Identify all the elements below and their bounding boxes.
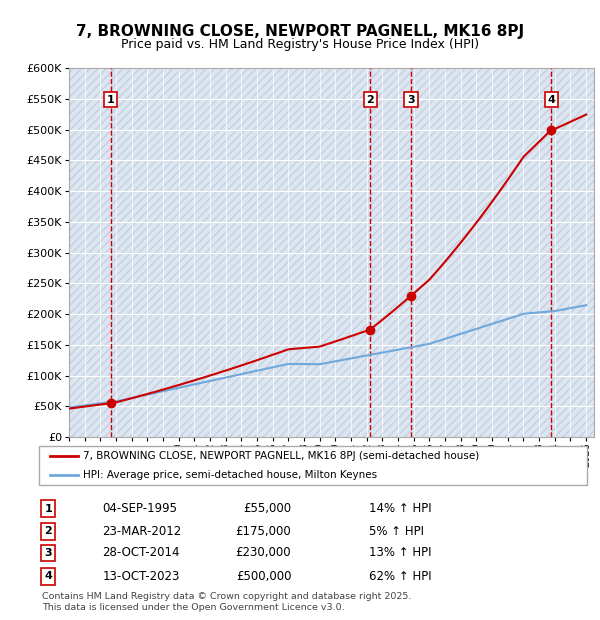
Text: 62% ↑ HPI: 62% ↑ HPI: [369, 570, 431, 583]
Text: 3: 3: [407, 95, 415, 105]
Text: 2: 2: [367, 95, 374, 105]
Text: 5% ↑ HPI: 5% ↑ HPI: [369, 525, 424, 538]
Text: 1: 1: [107, 95, 115, 105]
Text: £230,000: £230,000: [236, 546, 292, 559]
Text: 7, BROWNING CLOSE, NEWPORT PAGNELL, MK16 8PJ (semi-detached house): 7, BROWNING CLOSE, NEWPORT PAGNELL, MK16…: [83, 451, 479, 461]
Text: 14% ↑ HPI: 14% ↑ HPI: [369, 502, 431, 515]
Text: 13% ↑ HPI: 13% ↑ HPI: [369, 546, 431, 559]
Text: HPI: Average price, semi-detached house, Milton Keynes: HPI: Average price, semi-detached house,…: [83, 471, 377, 480]
Text: £500,000: £500,000: [236, 570, 292, 583]
Text: 3: 3: [44, 548, 52, 558]
Text: 2: 2: [44, 526, 52, 536]
Text: 13-OCT-2023: 13-OCT-2023: [103, 570, 180, 583]
Text: 28-OCT-2014: 28-OCT-2014: [103, 546, 180, 559]
FancyBboxPatch shape: [39, 446, 587, 485]
Text: 7, BROWNING CLOSE, NEWPORT PAGNELL, MK16 8PJ: 7, BROWNING CLOSE, NEWPORT PAGNELL, MK16…: [76, 24, 524, 38]
Text: 1: 1: [44, 503, 52, 513]
Text: Price paid vs. HM Land Registry's House Price Index (HPI): Price paid vs. HM Land Registry's House …: [121, 38, 479, 51]
Text: 4: 4: [44, 572, 52, 582]
Text: £175,000: £175,000: [236, 525, 292, 538]
Text: Contains HM Land Registry data © Crown copyright and database right 2025.
This d: Contains HM Land Registry data © Crown c…: [42, 592, 412, 611]
Text: 23-MAR-2012: 23-MAR-2012: [103, 525, 182, 538]
Text: £55,000: £55,000: [243, 502, 292, 515]
Text: 4: 4: [547, 95, 556, 105]
Text: 04-SEP-1995: 04-SEP-1995: [103, 502, 178, 515]
